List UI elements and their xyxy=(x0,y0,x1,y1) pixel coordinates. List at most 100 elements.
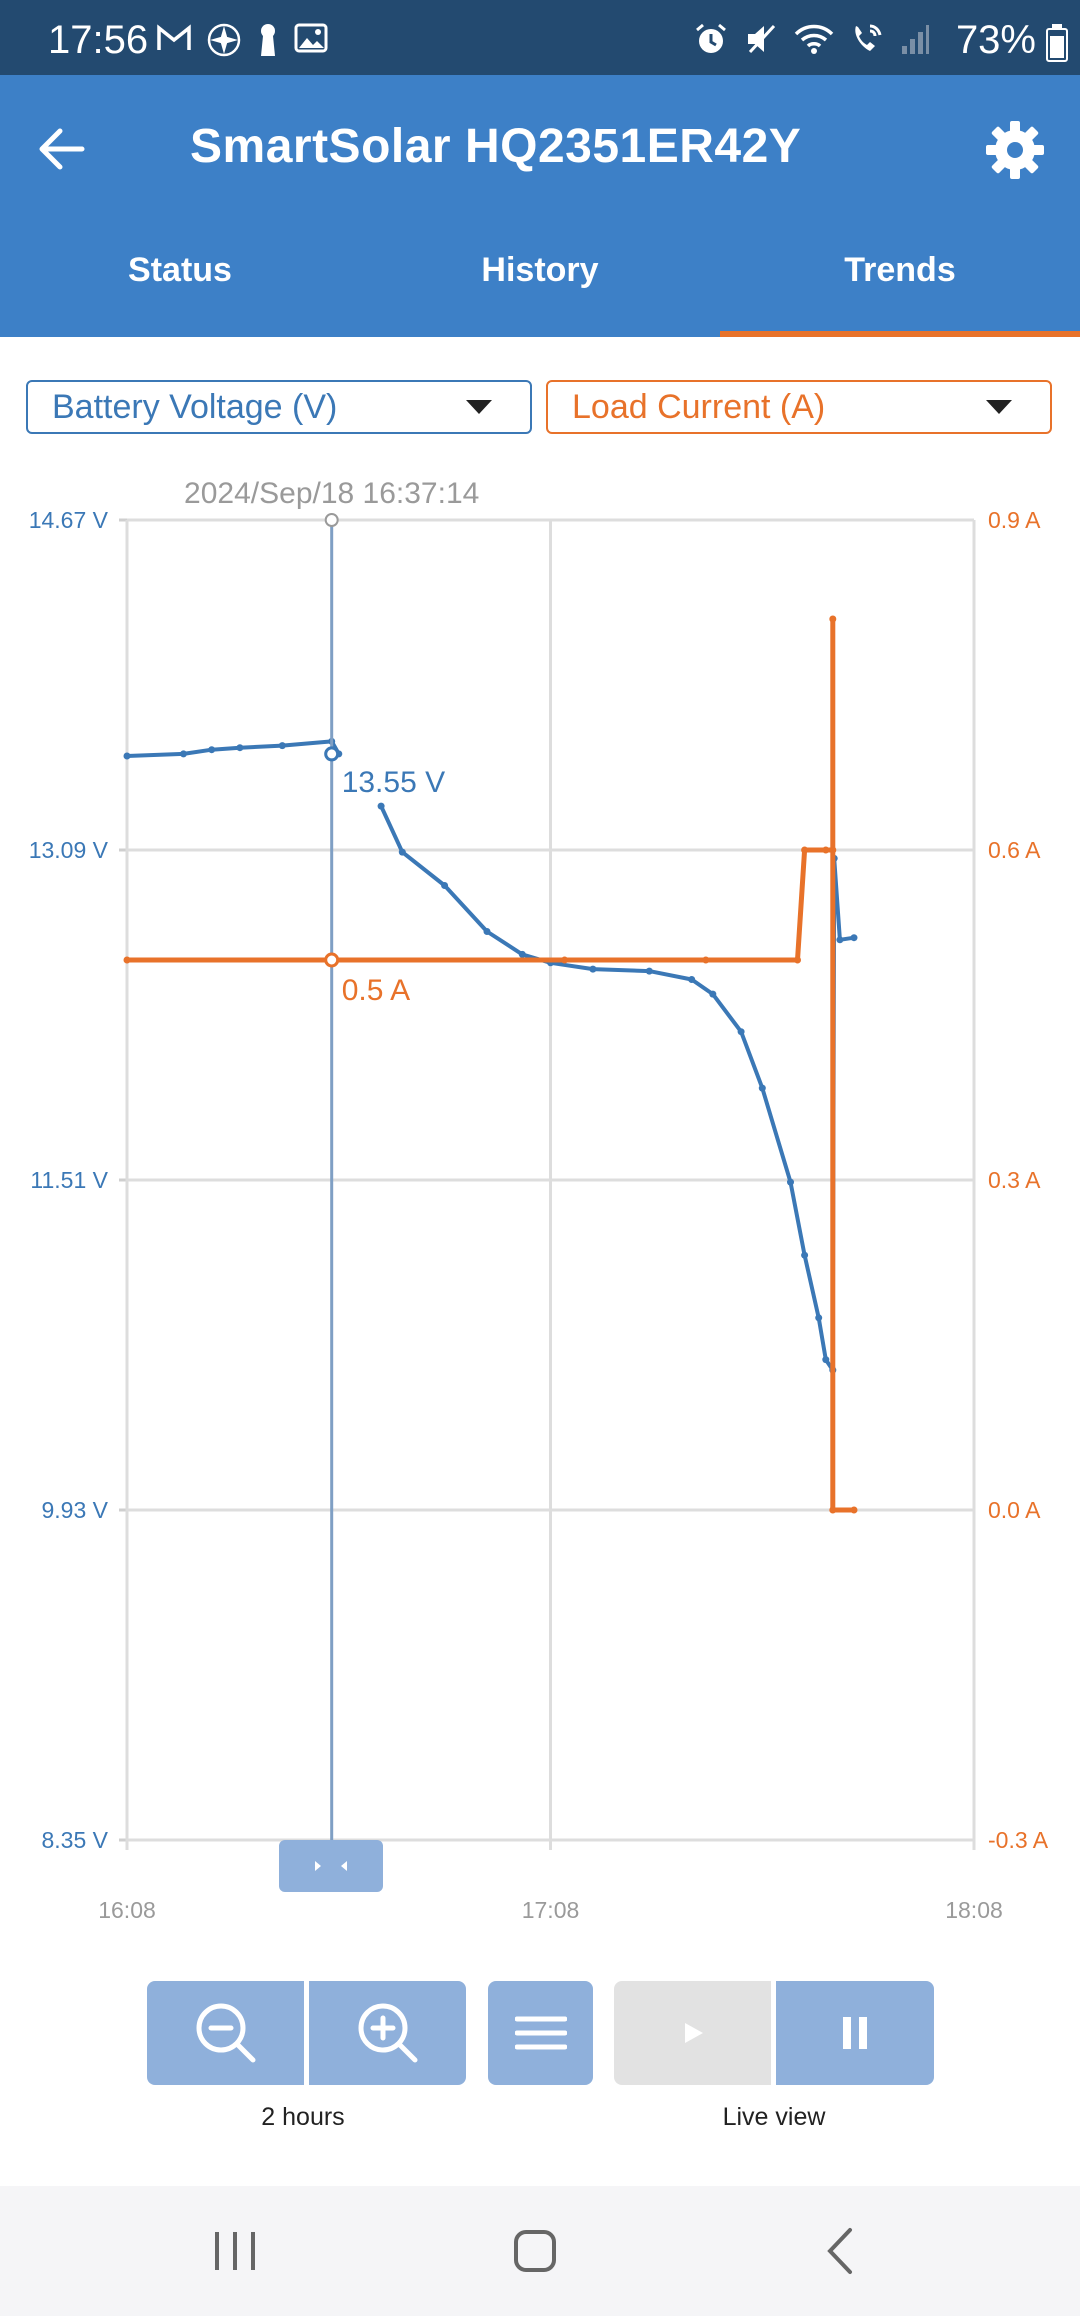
status-time: 17:56 xyxy=(48,18,149,62)
menu-icon xyxy=(514,2016,567,2050)
y-left-tick-label: 8.35 V xyxy=(42,1827,109,1853)
y-right-tick-label: 0.6 A xyxy=(988,837,1041,863)
play-icon xyxy=(684,2023,703,2043)
data-point xyxy=(829,615,837,623)
data-point xyxy=(794,956,801,964)
status-bar: 17:56 73% xyxy=(0,0,1080,75)
chart-cursor: 2024/Sep/18 16:37:14 13.55 V 0.5 A xyxy=(184,477,479,1840)
chart-axis-ticks: 14.67 V 0.9 A 13.09 V 0.6 A 11.51 V 0.3 A 9.93… xyxy=(29,507,1049,1920)
pause-button[interactable] xyxy=(776,1981,934,2085)
cursor-timestamp: 2024/Sep/18 16:37:14 xyxy=(184,477,479,510)
data-point xyxy=(208,746,216,754)
arrow-left-icon[interactable] xyxy=(30,117,94,181)
y-right-tick-label: -0.3 A xyxy=(988,1827,1049,1853)
y-left-tick-label: 14.67 V xyxy=(29,507,109,533)
y-left-tick-label: 9.93 V xyxy=(42,1497,109,1523)
voltage-series xyxy=(123,737,858,1374)
gallery-icon xyxy=(294,23,328,53)
tab-history[interactable]: History xyxy=(481,251,599,289)
data-point xyxy=(518,950,526,958)
data-point xyxy=(441,882,449,889)
data-point xyxy=(278,742,286,750)
left-series-label: Battery Voltage (V) xyxy=(52,387,338,426)
zoom-out-button[interactable] xyxy=(147,1981,304,2085)
left-series-dropdown[interactable]: Battery Voltage (V) xyxy=(26,380,532,434)
zoom-in-button[interactable] xyxy=(309,1981,466,2085)
home-icon[interactable] xyxy=(496,2216,576,2286)
data-point xyxy=(377,802,385,810)
data-point xyxy=(829,846,837,854)
alarm-icon xyxy=(696,23,726,53)
chevron-down-icon xyxy=(466,400,492,414)
pan-handle[interactable] xyxy=(279,1840,383,1892)
x-tick-label: 18:08 xyxy=(945,1897,1003,1920)
y-right-tick-label: 0.0 A xyxy=(988,1497,1041,1523)
gmail-icon xyxy=(157,24,191,50)
system-icons xyxy=(694,22,930,56)
data-point xyxy=(850,1506,858,1514)
chart-series xyxy=(123,615,858,1514)
play-button[interactable] xyxy=(614,1981,771,2085)
data-point xyxy=(236,744,244,752)
chart-grid xyxy=(119,518,976,1850)
keyhole-icon xyxy=(261,24,275,56)
active-tab-indicator xyxy=(720,331,1080,337)
tab-trends[interactable]: Trends xyxy=(844,251,956,289)
mute-icon xyxy=(748,24,776,54)
battery-percentage: 73% xyxy=(955,18,1036,62)
cursor-top-marker xyxy=(324,513,339,527)
signal-icon xyxy=(902,25,929,54)
zoom-in-icon xyxy=(358,2003,417,2063)
y-left-tick-label: 13.09 V xyxy=(29,837,109,863)
wifi-icon xyxy=(794,24,834,54)
data-point xyxy=(180,750,187,758)
data-point xyxy=(801,1251,809,1259)
cursor-voltage-marker xyxy=(324,746,340,762)
data-point xyxy=(850,934,858,942)
data-point xyxy=(737,1028,745,1036)
series-line xyxy=(126,739,341,758)
data-point xyxy=(758,1084,766,1092)
data-point xyxy=(561,956,569,964)
app-bar: SmartSolar HQ2351ER42Y Status History Tr… xyxy=(0,75,1080,337)
recent-apps-icon[interactable] xyxy=(195,2216,275,2286)
notification-icons xyxy=(156,22,328,58)
tab-status[interactable]: Status xyxy=(128,251,232,289)
data-point xyxy=(822,1356,830,1364)
cursor-voltage-label: 13.55 V xyxy=(342,766,445,799)
live-view-label: Live view xyxy=(722,2103,826,2131)
data-point xyxy=(688,976,696,983)
data-point xyxy=(645,967,653,975)
right-series-dropdown[interactable]: Load Current (A) xyxy=(546,380,1052,434)
data-point xyxy=(398,848,406,856)
data-point xyxy=(801,846,809,854)
y-right-tick-label: 0.9 A xyxy=(988,507,1041,533)
series-line xyxy=(379,805,855,1373)
y-left-tick-label: 11.51 V xyxy=(30,1167,108,1193)
battery-icon xyxy=(1046,24,1068,62)
back-chevron-icon[interactable] xyxy=(800,2216,880,2286)
battery-level xyxy=(1050,36,1064,58)
current-series xyxy=(123,615,858,1514)
data-point xyxy=(123,752,131,760)
pinwheel-icon xyxy=(207,23,241,57)
data-point xyxy=(589,965,597,973)
cursor-current-marker xyxy=(324,952,340,968)
zoom-out-icon xyxy=(196,2003,255,2063)
gear-icon[interactable] xyxy=(980,115,1050,185)
data-point xyxy=(483,928,491,935)
page-title: SmartSolar HQ2351ER42Y xyxy=(190,120,802,173)
trend-chart[interactable]: 14.67 V 0.9 A 13.09 V 0.6 A 11.51 V 0.3 A 9.93… xyxy=(0,460,1080,1920)
x-tick-label: 17:08 xyxy=(522,1897,580,1920)
series-line xyxy=(127,616,854,1513)
cursor-current-label: 0.5 A xyxy=(342,974,410,1007)
data-point xyxy=(702,956,710,964)
y-right-tick-label: 0.3 A xyxy=(988,1167,1041,1193)
data-point xyxy=(822,846,830,854)
data-point xyxy=(829,1506,837,1514)
menu-button[interactable] xyxy=(488,1981,593,2085)
x-tick-label: 16:08 xyxy=(98,1897,156,1920)
pause-icon xyxy=(843,2017,867,2049)
zoom-range-label: 2 hours xyxy=(261,2103,345,2131)
data-point xyxy=(815,1314,823,1322)
